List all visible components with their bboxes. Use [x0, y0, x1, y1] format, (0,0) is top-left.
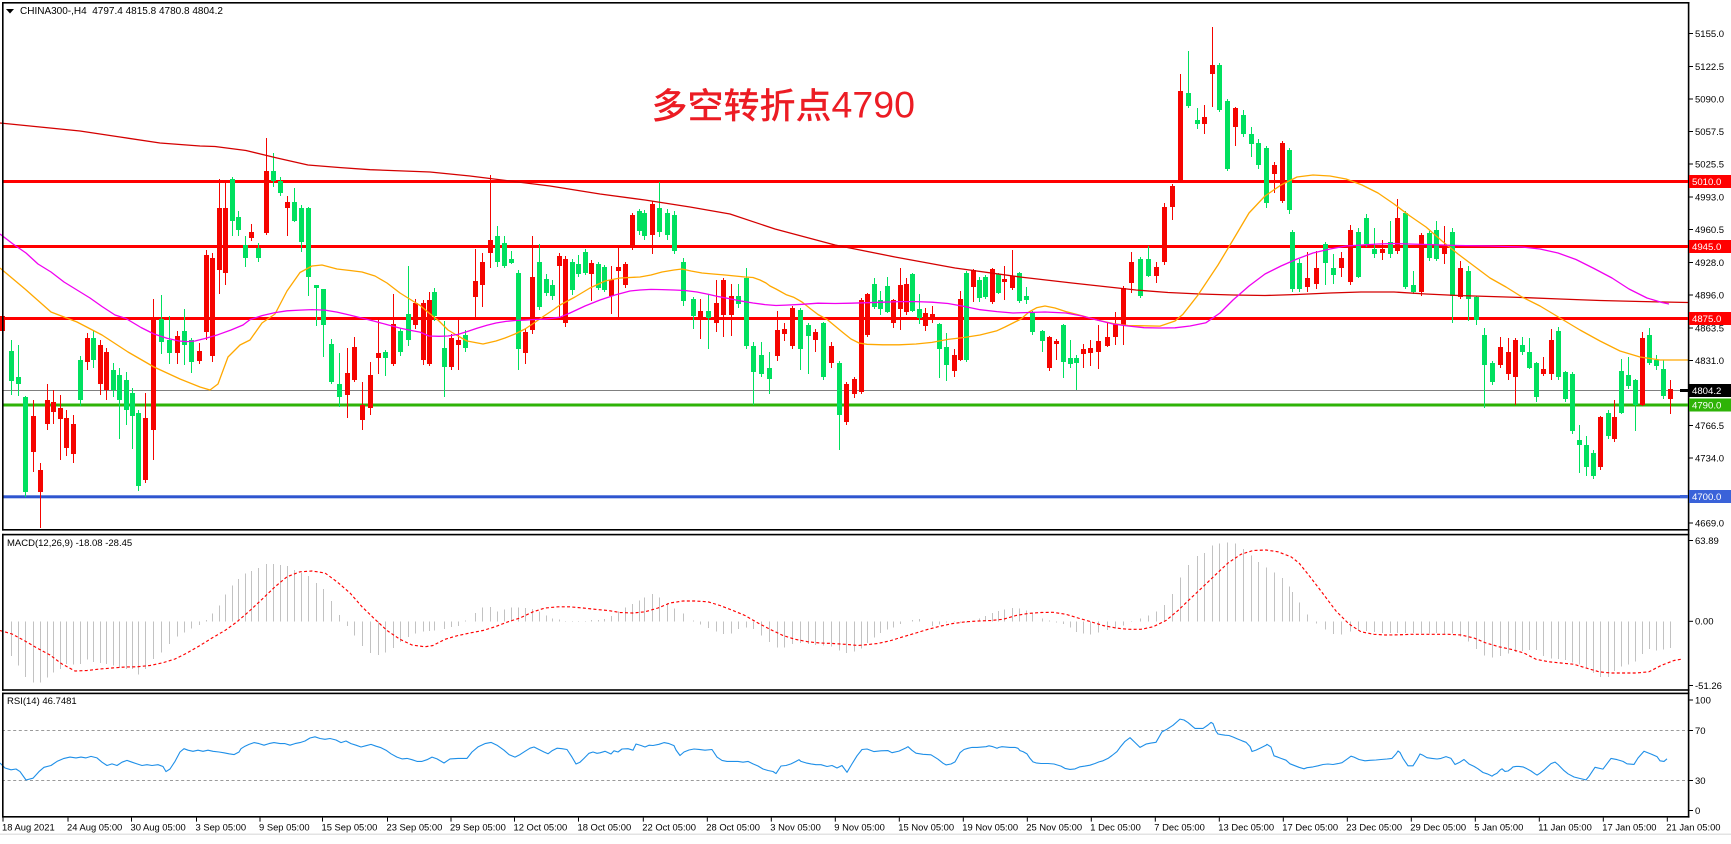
svg-text:4896.0: 4896.0: [1695, 290, 1724, 301]
svg-text:4960.5: 4960.5: [1695, 225, 1724, 236]
svg-text:19 Nov 05:00: 19 Nov 05:00: [962, 822, 1018, 833]
svg-text:23 Dec 05:00: 23 Dec 05:00: [1346, 822, 1402, 833]
svg-text:0.00: 0.00: [1695, 617, 1714, 628]
svg-text:RSI(14) 46.7481: RSI(14) 46.7481: [7, 696, 77, 707]
svg-text:15 Nov 05:00: 15 Nov 05:00: [898, 822, 954, 833]
svg-text:5090.0: 5090.0: [1695, 94, 1724, 105]
svg-text:5025.5: 5025.5: [1695, 159, 1724, 170]
svg-text:7 Dec 05:00: 7 Dec 05:00: [1154, 822, 1205, 833]
svg-text:4993.0: 4993.0: [1695, 192, 1724, 203]
svg-text:5155.0: 5155.0: [1695, 29, 1724, 40]
svg-text:22 Oct 05:00: 22 Oct 05:00: [642, 822, 696, 833]
svg-text:4831.0: 4831.0: [1695, 356, 1724, 367]
svg-text:12 Oct 05:00: 12 Oct 05:00: [514, 822, 568, 833]
svg-text:17 Dec 05:00: 17 Dec 05:00: [1282, 822, 1338, 833]
svg-text:3 Sep 05:00: 3 Sep 05:00: [196, 822, 247, 833]
svg-text:17 Jan 05:00: 17 Jan 05:00: [1602, 822, 1656, 833]
svg-text:4734.0: 4734.0: [1695, 453, 1724, 464]
svg-text:4790.0: 4790.0: [1692, 401, 1721, 412]
svg-text:3 Nov 05:00: 3 Nov 05:00: [770, 822, 821, 833]
svg-text:13 Dec 05:00: 13 Dec 05:00: [1218, 822, 1274, 833]
svg-text:5010.0: 5010.0: [1692, 177, 1721, 188]
svg-text:5057.5: 5057.5: [1695, 127, 1724, 138]
svg-text:4790: 4790: [832, 84, 915, 126]
svg-text:5 Jan 05:00: 5 Jan 05:00: [1474, 822, 1523, 833]
svg-text:100: 100: [1695, 695, 1711, 706]
svg-text:63.89: 63.89: [1695, 536, 1719, 547]
svg-text:24 Aug 05:00: 24 Aug 05:00: [67, 822, 122, 833]
svg-text:18 Oct 05:00: 18 Oct 05:00: [578, 822, 632, 833]
svg-text:4700.0: 4700.0: [1692, 492, 1721, 503]
svg-text:1 Dec 05:00: 1 Dec 05:00: [1090, 822, 1141, 833]
svg-text:4945.0: 4945.0: [1692, 242, 1721, 253]
svg-text:18 Aug 2021: 18 Aug 2021: [2, 822, 55, 833]
svg-text:4766.5: 4766.5: [1695, 421, 1724, 432]
svg-text:28 Oct 05:00: 28 Oct 05:00: [706, 822, 760, 833]
svg-text:21 Jan 05:00: 21 Jan 05:00: [1666, 822, 1720, 833]
svg-text:5122.5: 5122.5: [1695, 62, 1724, 73]
svg-text:4863.5: 4863.5: [1695, 323, 1724, 334]
svg-text:23 Sep 05:00: 23 Sep 05:00: [387, 822, 443, 833]
svg-text:9 Sep 05:00: 9 Sep 05:00: [259, 822, 310, 833]
svg-text:25 Nov 05:00: 25 Nov 05:00: [1026, 822, 1082, 833]
svg-text:29 Dec 05:00: 29 Dec 05:00: [1410, 822, 1466, 833]
svg-text:11 Jan 05:00: 11 Jan 05:00: [1538, 822, 1592, 833]
svg-text:29 Sep 05:00: 29 Sep 05:00: [450, 822, 506, 833]
svg-text:4669.0: 4669.0: [1695, 518, 1724, 529]
svg-text:-51.26: -51.26: [1695, 681, 1722, 692]
svg-text:4804.2: 4804.2: [1692, 386, 1721, 397]
svg-text:30 Aug 05:00: 30 Aug 05:00: [131, 822, 186, 833]
svg-text:4875.0: 4875.0: [1692, 314, 1721, 325]
svg-text:MACD(12,26,9) -18.08 -28.45: MACD(12,26,9) -18.08 -28.45: [7, 538, 132, 549]
svg-text:CHINA300-,H4 4797.4 4815.8 47: CHINA300-,H4 4797.4 4815.8 4780.8 4804.2: [20, 6, 223, 17]
svg-text:15 Sep 05:00: 15 Sep 05:00: [322, 822, 378, 833]
svg-text:70: 70: [1695, 726, 1706, 737]
svg-text:9 Nov 05:00: 9 Nov 05:00: [834, 822, 885, 833]
svg-text:0: 0: [1695, 806, 1700, 817]
svg-text:30: 30: [1695, 776, 1706, 787]
svg-text:4928.0: 4928.0: [1695, 258, 1724, 269]
